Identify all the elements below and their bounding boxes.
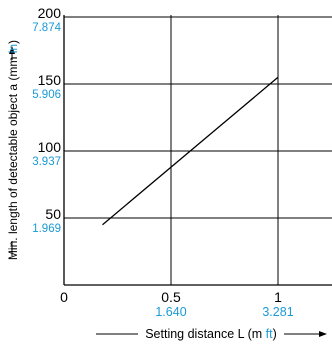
x-tick-alt-label: 3.281 [262,305,293,319]
x-tick-label: 0.5 [161,289,181,305]
y-axis-label: Min. length of detectable object a (mm i… [6,40,20,260]
y-axis-label-prefix: Min. length of detectable object a (mm [6,53,20,260]
x-axis-label: Setting distance L (m ft) [145,327,277,341]
x-tick-label: 1 [274,289,282,305]
y-tick-label: 100 [38,139,62,155]
x-axis-label-suffix: ) [273,327,277,341]
x-axis-label-prefix: Setting distance L (m [145,327,265,341]
y-label-arrow-head [9,46,15,54]
y-axis-label-suffix: ) [6,40,20,44]
y-tick-alt-label: 5.906 [32,89,61,101]
x-tick-alt-label: 1.640 [155,305,186,319]
y-axis-label-alt-unit: in [6,44,20,53]
series-layer [102,76,279,226]
y-tick-alt-label: 3.937 [32,156,61,168]
y-tick-alt-label: 1.969 [32,223,61,235]
svg-text:Setting distance L (m ft): Setting distance L (m ft) [145,327,277,341]
svg-text:Min. length of detectable obje: Min. length of detectable object a (mm i… [6,40,20,260]
x-label-arrow-head [319,331,327,337]
y-tick-alt-label: 7.874 [32,22,61,34]
y-tick-label: 150 [38,72,62,88]
grid [64,15,332,285]
x-axis-label-alt-unit: ft [266,327,273,341]
axes [9,15,332,337]
x-tick-label: 0 [60,289,68,305]
y-tick-label: 200 [38,5,62,21]
y-tick-label: 50 [45,206,61,222]
series-line [102,76,279,226]
